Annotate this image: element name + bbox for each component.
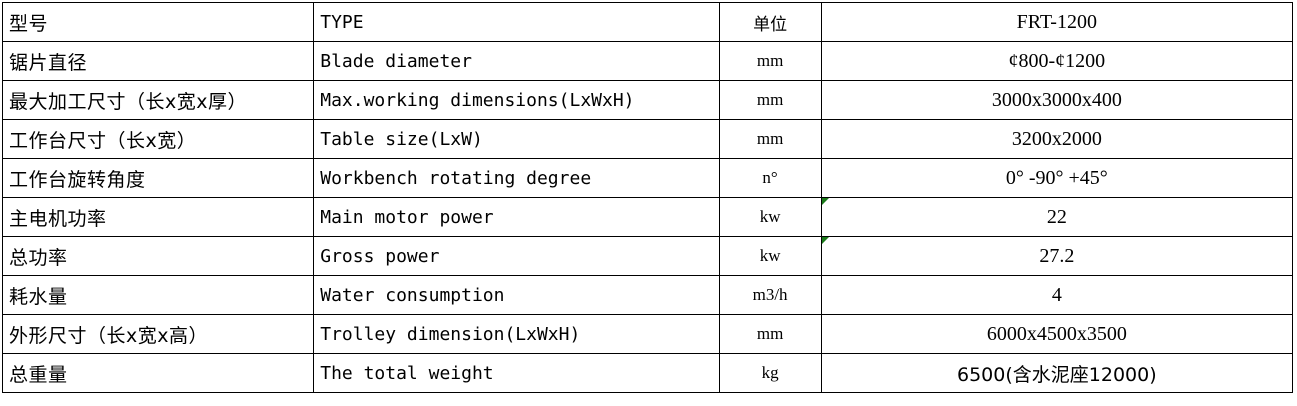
table-row: 锯片直径 Blade diameter mm ¢800-¢1200 [1, 41, 1294, 81]
cell-value-text: 4 [1051, 283, 1062, 306]
cell-unit[interactable]: kw [718, 197, 822, 237]
cell-chinese-name[interactable]: 型号 [1, 2, 315, 42]
cell-value[interactable]: 3000x3000x400 [820, 80, 1294, 120]
cell-value[interactable]: 6500(含水泥座12000) [820, 353, 1294, 393]
cell-value[interactable]: 6000x4500x3500 [820, 314, 1294, 354]
cell-chinese-name[interactable]: 主电机功率 [1, 197, 315, 237]
cell-value-text: FRT-1200 [1016, 10, 1097, 33]
cell-value-text: 6000x4500x3500 [986, 322, 1127, 345]
cell-value[interactable]: ¢800-¢1200 [820, 41, 1294, 81]
cell-chinese-name[interactable]: 外形尺寸（长x宽x高） [1, 314, 315, 354]
cell-unit[interactable]: m3/h [718, 275, 822, 315]
table-row: 主电机功率 Main motor power kw 22 [1, 197, 1294, 237]
cell-chinese-name[interactable]: 锯片直径 [1, 41, 315, 81]
cell-unit[interactable]: n° [718, 158, 822, 198]
table-row: 外形尺寸（长x宽x高） Trolley dimension(LxWxH) mm 600… [1, 314, 1294, 354]
cell-value[interactable]: 0° -90° +45° [820, 158, 1294, 198]
cell-unit[interactable]: mm [718, 314, 822, 354]
table-row: 总重量 The total weight kg 6500(含水泥座12000) [1, 353, 1294, 393]
cell-chinese-name[interactable]: 工作台尺寸（长x宽） [1, 119, 315, 159]
cell-value[interactable]: 3200x2000 [820, 119, 1294, 159]
cell-unit[interactable]: mm [718, 41, 822, 81]
cell-value-text: 3000x3000x400 [991, 88, 1122, 111]
cell-value-text: 0° -90° +45° [1005, 166, 1108, 189]
cell-english-name[interactable]: Water consumption [313, 275, 720, 315]
table-row: 总功率 Gross power kw 27.2 [1, 236, 1294, 276]
cell-chinese-name[interactable]: 总功率 [1, 236, 315, 276]
table-row: 耗水量 Water consumption m3/h 4 [1, 275, 1294, 315]
cell-unit[interactable]: mm [718, 80, 822, 120]
cell-unit[interactable]: kw [718, 236, 822, 276]
cell-english-name[interactable]: Max.working dimensions(LxWxH) [313, 80, 720, 120]
cell-english-name[interactable]: Trolley dimension(LxWxH) [313, 314, 720, 354]
cell-english-name[interactable]: Gross power [313, 236, 720, 276]
error-triangle-icon [822, 198, 829, 205]
cell-value-text: ¢800-¢1200 [1008, 49, 1106, 72]
cell-chinese-name[interactable]: 工作台旋转角度 [1, 158, 315, 198]
error-triangle-icon [822, 237, 829, 244]
cell-english-name[interactable]: Main motor power [313, 197, 720, 237]
cell-value[interactable]: 4 [820, 275, 1294, 315]
table-row: 最大加工尺寸（长x宽x厚） Max.working dimensions(LxWx… [1, 80, 1294, 120]
cell-english-name[interactable]: Table size(LxW) [313, 119, 720, 159]
table-row: 工作台旋转角度 Workbench rotating degree n° 0° -90… [1, 158, 1294, 198]
table-row: 工作台尺寸（长x宽） Table size(LxW) mm 3200x2000 [1, 119, 1294, 159]
table-row: 型号 TYPE 单位 FRT-1200 [1, 2, 1294, 42]
cell-english-name[interactable]: TYPE [313, 2, 720, 42]
cell-unit[interactable]: 单位 [718, 2, 822, 42]
cell-english-name[interactable]: Workbench rotating degree [313, 158, 720, 198]
cell-value-text: 22 [1046, 205, 1067, 228]
table-body: 型号 TYPE 单位 FRT-1200 锯片直径 Blade diameter mm ¢800… [1, 2, 1294, 393]
cell-chinese-name[interactable]: 耗水量 [1, 275, 315, 315]
cell-value-text: 6500(含水泥座12000) [957, 363, 1157, 386]
cell-unit[interactable]: mm [718, 119, 822, 159]
cell-value-text: 27.2 [1039, 244, 1075, 267]
cell-value[interactable]: 22 [820, 197, 1294, 237]
specification-table: 型号 TYPE 单位 FRT-1200 锯片直径 Blade diameter mm ¢800… [1, 2, 1294, 393]
cell-value[interactable]: 27.2 [820, 236, 1294, 276]
cell-chinese-name[interactable]: 最大加工尺寸（长x宽x厚） [1, 80, 315, 120]
cell-english-name[interactable]: Blade diameter [313, 41, 720, 81]
cell-value[interactable]: FRT-1200 [820, 2, 1294, 42]
cell-value-text: 3200x2000 [1011, 127, 1102, 150]
cell-chinese-name[interactable]: 总重量 [1, 353, 315, 393]
cell-english-name[interactable]: The total weight [313, 353, 720, 393]
cell-unit[interactable]: kg [718, 353, 822, 393]
